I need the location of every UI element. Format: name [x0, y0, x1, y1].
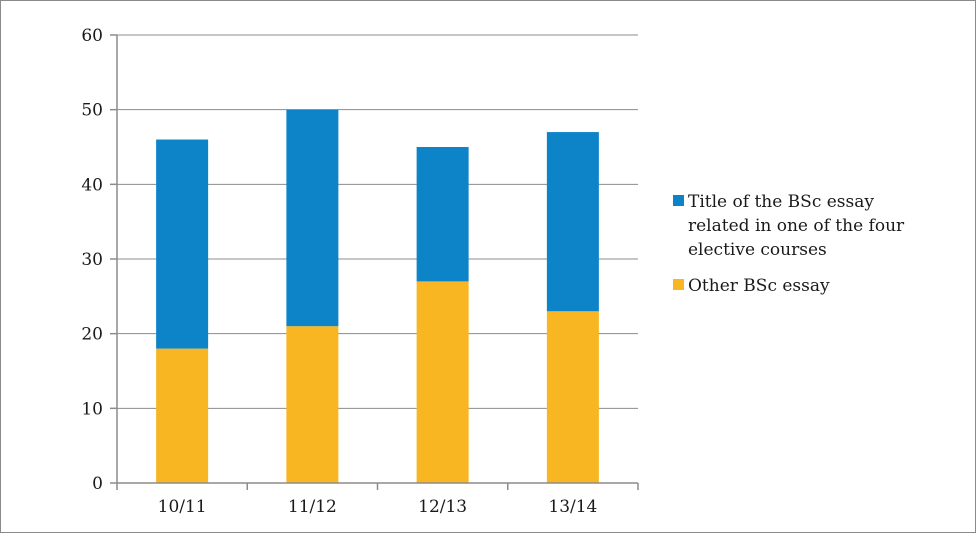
bar-10-11-series-0	[156, 348, 209, 483]
y-tick-label: 0	[92, 474, 103, 494]
bar-11-12-series-1	[286, 109, 339, 327]
axes	[116, 35, 639, 490]
y-tick-label: 50	[81, 101, 103, 121]
y-tick-label: 10	[81, 399, 103, 419]
legend-swatch-series-0	[673, 279, 684, 290]
legend-label: Other BSc essay	[688, 276, 830, 296]
x-tick-label: 12/13	[418, 497, 467, 517]
y-tick-label: 30	[81, 250, 103, 270]
y-tick-label: 60	[81, 26, 103, 46]
y-tick-label: 20	[81, 325, 103, 345]
legend-label: elective courses	[688, 240, 827, 260]
bars	[156, 109, 599, 483]
bar-12-13-series-0	[416, 281, 469, 483]
y-tick-label: 40	[81, 175, 103, 195]
legend-swatch-series-1	[673, 195, 684, 206]
y-tick-labels: 0 10 20 30 40 50 60	[81, 26, 103, 494]
bar-10-11-series-1	[156, 139, 209, 349]
bar-13-14-series-1	[546, 132, 599, 312]
legend-label: related in one of the four	[688, 216, 905, 236]
legend: Title of the BSc essay related in one of …	[673, 192, 905, 296]
x-tick-label: 13/14	[548, 497, 597, 517]
bar-12-13-series-1	[416, 147, 469, 282]
bar-13-14-series-0	[546, 311, 599, 483]
x-tick-label: 11/12	[288, 497, 337, 517]
bar-11-12-series-0	[286, 326, 339, 483]
x-tick-labels: 10/11 11/12 12/13 13/14	[158, 497, 598, 517]
x-tick-label: 10/11	[158, 497, 207, 517]
legend-label: Title of the BSc essay	[688, 192, 874, 212]
